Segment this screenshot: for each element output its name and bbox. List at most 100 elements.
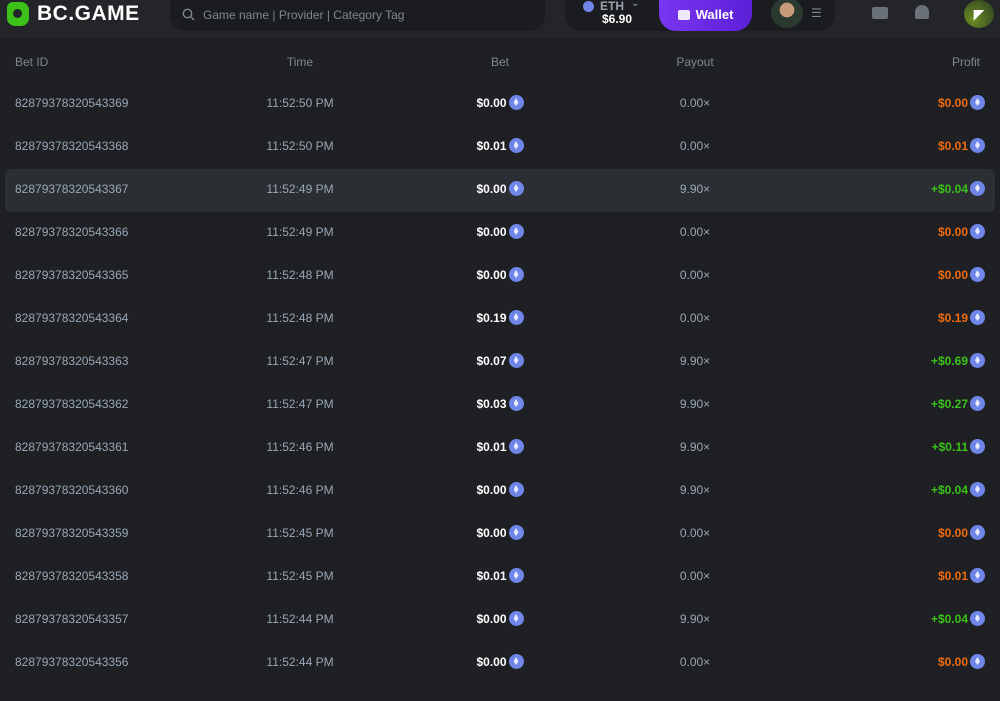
bet-id[interactable]: 82879378320543363 [15, 354, 129, 368]
table-row[interactable]: 82879378320543368 11:52:50 PM $0.01 0.00… [5, 126, 995, 169]
bet-time: 11:52:48 PM [266, 268, 334, 282]
bet-payout: 0.00× [679, 311, 711, 325]
table-row[interactable]: 82879378320543366 11:52:49 PM $0.00 0.00… [5, 212, 995, 255]
bet-profit: +$0.04 [931, 181, 985, 196]
bet-amount: $0.00 [445, 267, 555, 282]
table-row[interactable]: 82879378320543359 11:52:45 PM $0.00 0.00… [5, 513, 995, 556]
bet-payout: 9.90× [679, 612, 711, 626]
bet-id[interactable]: 82879378320543364 [15, 311, 129, 325]
bet-payout: 9.90× [679, 354, 711, 368]
table-row[interactable]: 82879378320543364 11:52:48 PM $0.19 0.00… [5, 298, 995, 341]
bet-time: 11:52:44 PM [266, 612, 334, 626]
bet-profit: $0.00 [938, 224, 985, 239]
eth-icon [508, 396, 524, 411]
bet-value: $0.00 [476, 611, 507, 626]
profit-value: $0.00 [937, 654, 968, 669]
bet-id[interactable]: 82879378320543366 [15, 225, 129, 239]
bet-payout: 9.90× [679, 440, 711, 454]
table-row[interactable]: 82879378320543365 11:52:48 PM $0.00 0.00… [5, 255, 995, 298]
bet-time: 11:52:50 PM [266, 96, 334, 110]
bet-id[interactable]: 82879378320543369 [15, 96, 129, 110]
bet-profit: +$0.27 [931, 396, 985, 411]
bet-amount: $0.07 [445, 353, 555, 368]
bet-payout: 0.00× [679, 268, 711, 282]
eth-icon [970, 482, 985, 497]
bet-profit: $0.19 [938, 310, 985, 325]
bet-id[interactable]: 82879378320543359 [15, 526, 129, 540]
search-bar[interactable] [170, 0, 545, 31]
table-row[interactable]: 82879378320543362 11:52:47 PM $0.03 9.90… [5, 384, 995, 427]
table-row[interactable]: 82879378320543356 11:52:44 PM $0.00 0.00… [5, 642, 995, 685]
currency-label: ETH [600, 0, 624, 13]
eth-icon [508, 267, 524, 282]
top-bar: BC.GAME ETH ⌄ $6.90 Wallet ☰ ◤ [0, 0, 1000, 38]
bet-amount: $0.03 [445, 396, 555, 411]
eth-icon [508, 654, 524, 669]
bet-value: $0.00 [476, 267, 507, 282]
bet-time: 11:52:44 PM [266, 655, 334, 669]
bet-id[interactable]: 82879378320543356 [15, 655, 129, 669]
bet-id[interactable]: 82879378320543365 [15, 268, 129, 282]
bet-id[interactable]: 82879378320543362 [15, 397, 129, 411]
bet-value: $0.00 [476, 95, 507, 110]
table-row[interactable]: 82879378320543369 11:52:50 PM $0.00 0.00… [5, 83, 995, 126]
column-time: Time [286, 55, 314, 69]
bet-id[interactable]: 82879378320543357 [15, 612, 129, 626]
bet-time: 11:52:47 PM [266, 397, 334, 411]
bet-profit: $0.00 [938, 95, 985, 110]
bet-id[interactable]: 82879378320543360 [15, 483, 129, 497]
bet-id[interactable]: 82879378320543367 [15, 182, 129, 196]
bet-time: 11:52:49 PM [266, 225, 334, 239]
bell-icon[interactable] [915, 5, 929, 19]
bet-value: $0.01 [476, 568, 507, 583]
bet-value: $0.01 [476, 439, 507, 454]
table-header: Bet ID Time Bet Payout Profit [0, 55, 1000, 71]
table-row[interactable]: 82879378320543361 11:52:46 PM $0.01 9.90… [5, 427, 995, 470]
bet-id[interactable]: 82879378320543361 [15, 440, 129, 454]
bet-value: $0.07 [476, 353, 507, 368]
profit-value: $0.01 [937, 568, 968, 583]
table-row[interactable]: 82879378320543358 11:52:45 PM $0.01 0.00… [5, 556, 995, 599]
eth-icon [583, 1, 594, 12]
bet-profit: $0.00 [938, 267, 985, 282]
wallet-button[interactable]: Wallet [659, 0, 752, 31]
eth-icon [508, 525, 524, 540]
bet-payout: 0.00× [679, 96, 711, 110]
logo[interactable]: BC.GAME [7, 2, 140, 26]
chevron-down-icon: ⌄ [631, 0, 640, 9]
bet-amount: $0.00 [445, 95, 555, 110]
table-row[interactable]: 82879378320543360 11:52:46 PM $0.00 9.90… [5, 470, 995, 513]
bet-amount: $0.00 [445, 181, 555, 196]
mail-icon[interactable] [872, 7, 888, 19]
menu-icon[interactable]: ☰ [811, 6, 822, 20]
bet-payout: 0.00× [679, 655, 711, 669]
search-input[interactable] [203, 7, 523, 22]
bet-amount: $0.01 [445, 138, 555, 153]
profit-value: +$0.04 [930, 611, 968, 626]
bet-payout: 0.00× [679, 569, 711, 583]
bet-id[interactable]: 82879378320543368 [15, 139, 129, 153]
bet-profit: +$0.11 [932, 439, 985, 454]
eth-icon [970, 95, 985, 110]
eth-icon [508, 310, 524, 325]
bet-time: 11:52:49 PM [266, 182, 334, 196]
eth-icon [970, 439, 985, 454]
profit-value: $0.19 [937, 310, 968, 325]
bets-table: 82879378320543369 11:52:50 PM $0.00 0.00… [0, 83, 1000, 685]
profit-value: $0.00 [937, 224, 968, 239]
table-row[interactable]: 82879378320543363 11:52:47 PM $0.07 9.90… [5, 341, 995, 384]
table-row[interactable]: 82879378320543357 11:52:44 PM $0.00 9.90… [5, 599, 995, 642]
table-row[interactable]: 82879378320543367 11:52:49 PM $0.00 9.90… [5, 169, 995, 212]
column-payout: Payout [676, 55, 714, 69]
chat-icon[interactable]: ◤ [964, 0, 994, 28]
bet-value: $0.19 [476, 310, 507, 325]
avatar[interactable] [771, 0, 803, 28]
bet-amount: $0.00 [445, 224, 555, 239]
eth-icon [508, 353, 524, 368]
wallet-icon [677, 9, 690, 20]
column-bet: Bet [490, 55, 509, 69]
eth-icon [970, 396, 985, 411]
eth-icon [508, 138, 524, 153]
search-icon [182, 8, 195, 21]
bet-id[interactable]: 82879378320543358 [15, 569, 129, 583]
